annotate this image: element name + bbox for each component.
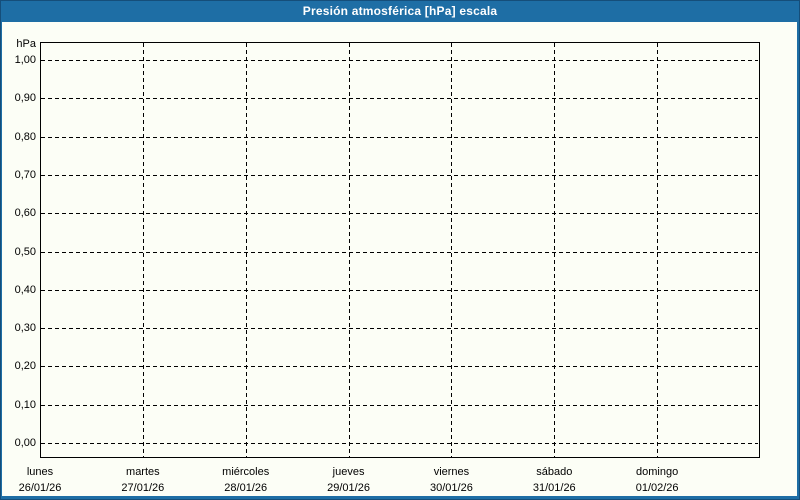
y-tick-label: 0,80 <box>14 130 36 143</box>
day-date-label: 01/02/26 <box>635 482 679 494</box>
y-tick-label: 0,20 <box>14 360 36 373</box>
v-gridline <box>348 43 350 457</box>
day-date-label: 31/01/26 <box>532 482 576 494</box>
y-tick-label: 0,30 <box>14 322 36 335</box>
day-name-label: martes <box>126 466 160 478</box>
day-name-label: miércoles <box>222 466 270 478</box>
x-tick-label: miércoles 28/01/26 <box>191 464 301 496</box>
v-gridline <box>245 43 247 457</box>
v-gridline <box>657 43 659 457</box>
y-tick-label: 0,10 <box>14 398 36 411</box>
h-gridline <box>41 366 758 368</box>
day-name-label: sábado <box>536 466 573 478</box>
x-tick-label: viernes 30/01/26 <box>396 464 506 496</box>
h-gridline <box>41 60 758 61</box>
day-name-label: jueves <box>332 466 365 478</box>
h-gridline <box>41 98 758 100</box>
y-tick-label: 0,40 <box>14 283 36 296</box>
chart-canvas: hPa 1,00 0,90 0,80 0,70 0,60 0,50 0,40 0,30 0,20… <box>2 22 797 496</box>
h-gridline <box>41 136 758 138</box>
x-tick-label: domingo 01/02/26 <box>602 464 712 496</box>
day-name-label: viernes <box>433 466 470 478</box>
day-name-label: domingo <box>636 466 679 478</box>
h-gridline <box>41 213 758 215</box>
h-gridline <box>41 404 758 406</box>
y-tick-label: 0,70 <box>14 168 36 181</box>
title-bar: Presión atmosférica [hPa] escala <box>0 0 800 22</box>
x-tick-label: martes 27/01/26 <box>88 464 198 496</box>
day-date-label: 26/01/26 <box>18 482 62 494</box>
v-gridline <box>142 43 144 457</box>
y-tick-label: 0,50 <box>14 245 36 258</box>
day-date-label: 28/01/26 <box>224 482 268 494</box>
day-name-label: lunes <box>26 466 54 478</box>
h-gridline <box>41 251 758 253</box>
x-tick-label: jueves 29/01/26 <box>294 464 404 496</box>
y-tick-label: 0,90 <box>14 92 36 105</box>
y-tick-label: 1,00 <box>14 54 36 66</box>
y-axis-unit-label: hPa <box>16 38 36 50</box>
plot-area <box>40 42 760 458</box>
y-tick-label: 0,00 <box>14 437 36 449</box>
x-tick-label: lunes 26/01/26 <box>0 464 95 496</box>
h-gridline <box>41 328 758 330</box>
y-tick-label: 0,60 <box>14 207 36 220</box>
day-date-label: 29/01/26 <box>327 482 370 494</box>
h-gridline <box>41 443 758 444</box>
x-tick-label: sábado 31/01/26 <box>499 464 609 496</box>
x-axis-day-labels: lunes 26/01/26 martes 27/01/26 miércoles 28/0… <box>2 464 797 498</box>
day-date-label: 30/01/26 <box>430 482 473 494</box>
chart-title: Presión atmosférica [hPa] escala <box>302 4 498 18</box>
day-date-label: 27/01/26 <box>121 482 165 494</box>
v-gridline <box>554 43 556 457</box>
v-gridline <box>451 43 453 457</box>
h-gridline <box>41 289 758 291</box>
h-gridline <box>41 174 758 176</box>
